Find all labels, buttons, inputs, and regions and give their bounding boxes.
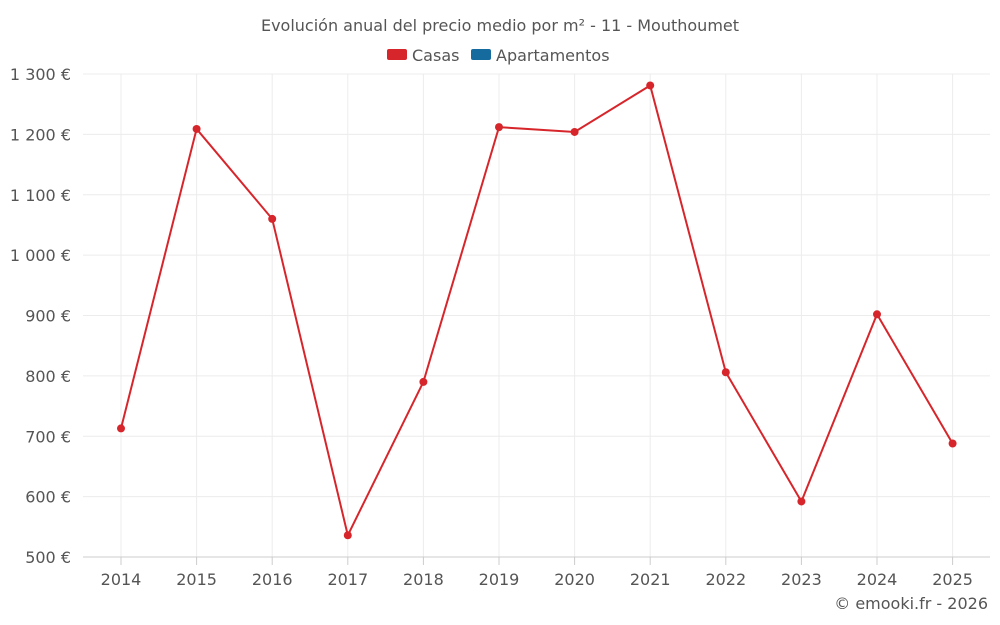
legend: Casas Apartamentos <box>387 46 610 65</box>
legend-item-casas[interactable]: Casas <box>387 46 459 65</box>
grid <box>83 73 990 558</box>
data-point-casas[interactable] <box>797 497 806 506</box>
series-line-casas <box>120 83 954 539</box>
x-tick-label: 2025 <box>932 570 973 589</box>
y-tick-label: 700 € <box>25 427 71 446</box>
x-tick-label: 2024 <box>857 570 898 589</box>
x-tick-label: 2015 <box>176 570 217 589</box>
chart-title: Evolución anual del precio medio por m² … <box>261 16 739 35</box>
data-point-casas[interactable] <box>419 377 428 386</box>
legend-swatch-casas <box>387 49 407 60</box>
y-tick-label: 600 € <box>25 488 71 507</box>
x-tick-label: 2016 <box>252 570 293 589</box>
x-tick-label: 2018 <box>403 570 444 589</box>
legend-swatch-apartamentos <box>471 49 491 60</box>
data-point-casas[interactable] <box>646 81 655 90</box>
data-point-casas[interactable] <box>721 368 730 377</box>
x-tick-label: 2021 <box>630 570 671 589</box>
x-tick-label: 2014 <box>101 570 142 589</box>
x-tick-label: 2022 <box>705 570 746 589</box>
x-tick-label: 2023 <box>781 570 822 589</box>
legend-item-apartamentos[interactable]: Apartamentos <box>471 46 610 65</box>
data-point-casas[interactable] <box>268 214 277 223</box>
legend-label-apartamentos: Apartamentos <box>496 46 610 65</box>
y-tick-label: 1 000 € <box>10 246 71 265</box>
credit-text: © emooki.fr - 2026 <box>834 594 988 613</box>
data-point-casas[interactable] <box>192 124 201 133</box>
data-point-casas[interactable] <box>948 439 957 448</box>
series <box>117 81 957 540</box>
y-tick-label: 1 300 € <box>10 65 71 84</box>
x-axis: 2014 2015 2016 2017 2018 2019 2020 2021 2022 2023… <box>83 556 990 589</box>
y-tick-label: 500 € <box>25 548 71 567</box>
data-point-casas[interactable] <box>117 424 125 433</box>
y-tick-label: 900 € <box>25 307 71 326</box>
x-tick-label: 2017 <box>327 570 368 589</box>
data-point-casas[interactable] <box>343 531 352 540</box>
data-point-casas[interactable] <box>570 127 579 136</box>
data-point-casas[interactable] <box>495 123 503 132</box>
y-tick-label: 1 100 € <box>10 186 71 205</box>
y-axis: 500 € 600 € 700 € 800 € 900 € 1 000 € 1 100 € 1… <box>10 65 71 567</box>
x-tick-label: 2019 <box>479 570 520 589</box>
x-tick-label: 2020 <box>554 570 595 589</box>
y-tick-label: 1 200 € <box>10 125 71 144</box>
y-tick-label: 800 € <box>25 367 71 386</box>
legend-label-casas: Casas <box>412 46 459 65</box>
data-point-casas[interactable] <box>873 310 881 319</box>
